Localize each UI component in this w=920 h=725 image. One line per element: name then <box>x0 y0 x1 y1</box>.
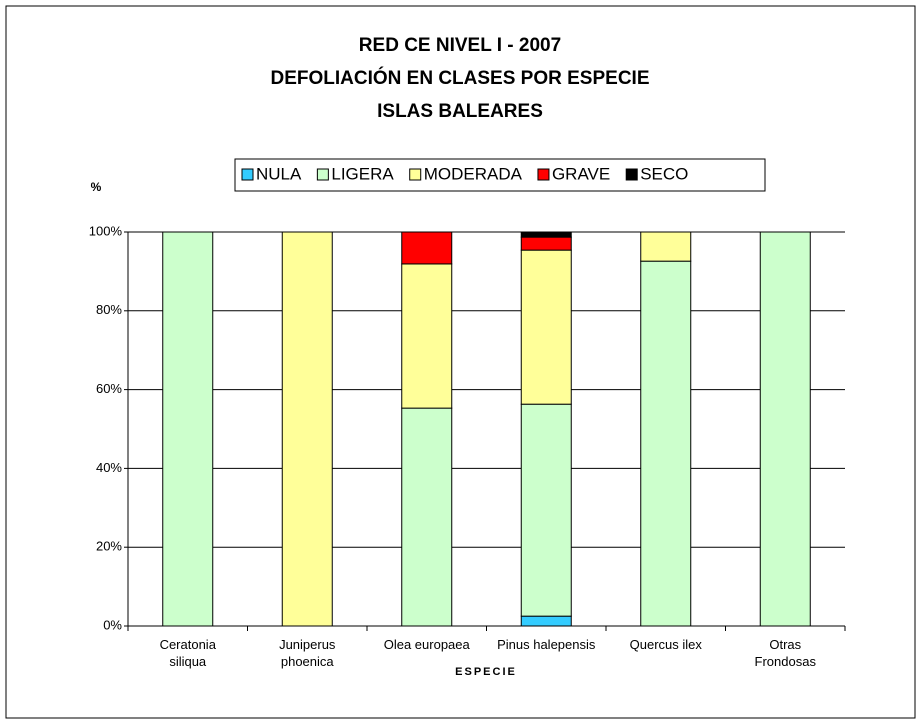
x-axis-label: ESPECIE <box>455 666 517 678</box>
chart-title: DEFOLIACIÓN EN CLASES POR ESPECIE <box>271 67 650 89</box>
bar-segment <box>401 407 453 627</box>
bar-segment <box>520 236 572 251</box>
bar-segment <box>640 231 692 262</box>
y-tick-label: 60% <box>96 381 122 396</box>
bar-segment <box>162 231 214 627</box>
legend-swatch <box>625 168 638 181</box>
x-tick-label: Ceratonia siliqua <box>159 637 216 669</box>
bar-segment <box>520 231 572 238</box>
legend-label: GRAVE <box>552 164 610 183</box>
bar-segment <box>520 249 572 405</box>
x-tick-label: Olea europaea <box>383 637 470 652</box>
y-axis-label: % <box>91 180 102 194</box>
chart-title: RED CE NIVEL I - 2007 <box>359 35 561 56</box>
legend-label: NULA <box>256 164 302 183</box>
legend-label: SECO <box>640 164 688 183</box>
x-tick-label: Quercus ilex <box>629 637 702 652</box>
legend-label: LIGERA <box>331 164 394 183</box>
bar-segment <box>759 231 811 627</box>
x-tick-label: Pinus halepensis <box>497 637 596 652</box>
bar-segment <box>520 615 572 627</box>
legend-swatch <box>316 168 329 181</box>
legend-swatch <box>409 168 422 181</box>
y-tick-label: 80% <box>96 302 122 317</box>
legend-swatch <box>537 168 550 181</box>
bar-segment <box>401 231 453 265</box>
bar-segment <box>520 403 572 617</box>
y-tick-label: 100% <box>89 223 123 238</box>
bar-segment <box>281 231 333 627</box>
legend-swatch <box>241 168 254 181</box>
x-tick-label: Otras Frondosas <box>754 637 816 669</box>
chart-title: ISLAS BALEARES <box>377 101 543 122</box>
y-tick-label: 0% <box>103 617 122 632</box>
legend-label: MODERADA <box>424 164 523 183</box>
bar-segment <box>640 260 692 627</box>
bar-segment <box>401 263 453 409</box>
y-tick-label: 40% <box>96 460 122 475</box>
y-tick-label: 20% <box>96 539 122 554</box>
x-tick-label: Juniperus phoenica <box>279 637 336 669</box>
